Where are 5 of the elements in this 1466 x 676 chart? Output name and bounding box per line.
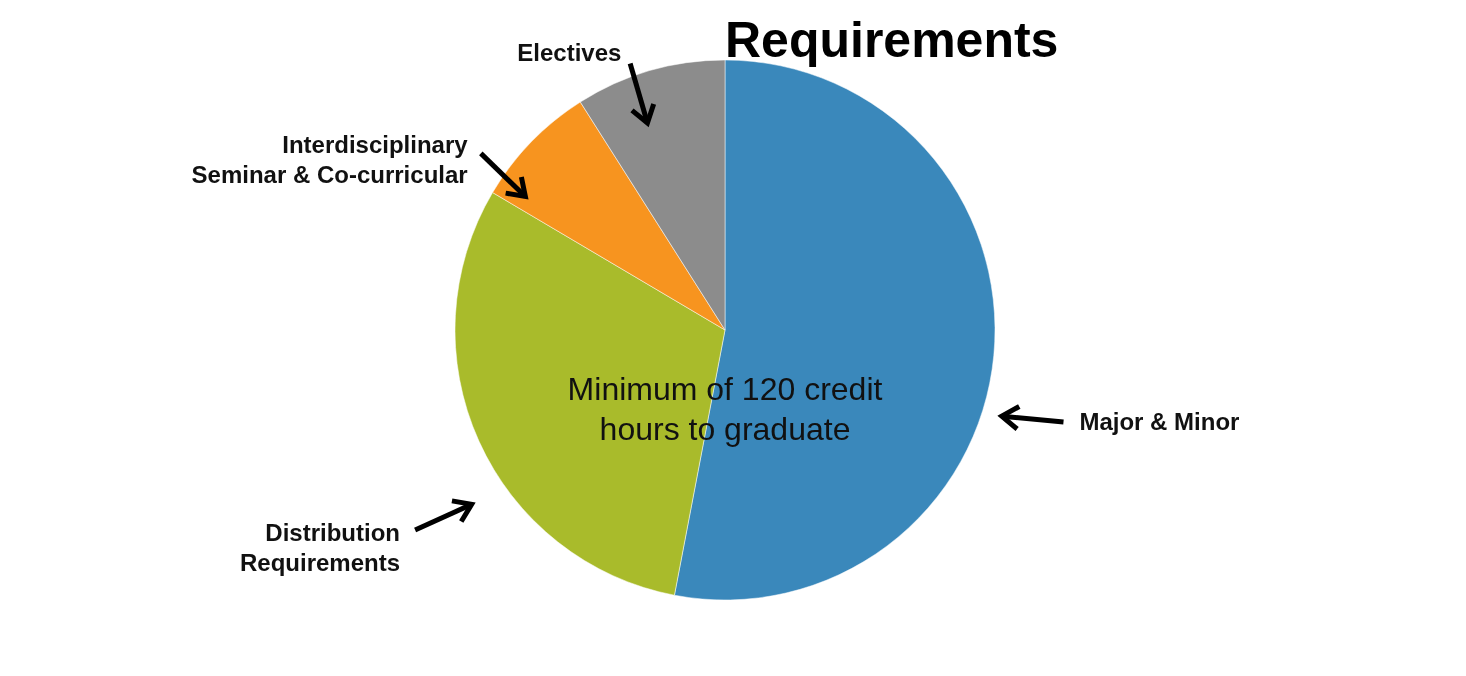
slice-label: Electives [517, 38, 622, 66]
chart-title: Requirements [725, 12, 1059, 68]
slice-label: Interdisciplinary Seminar & Co-curricular [191, 131, 469, 189]
slice-label: Major & Minor [1079, 407, 1240, 435]
slice-label: Distribution Requirements [239, 519, 401, 577]
